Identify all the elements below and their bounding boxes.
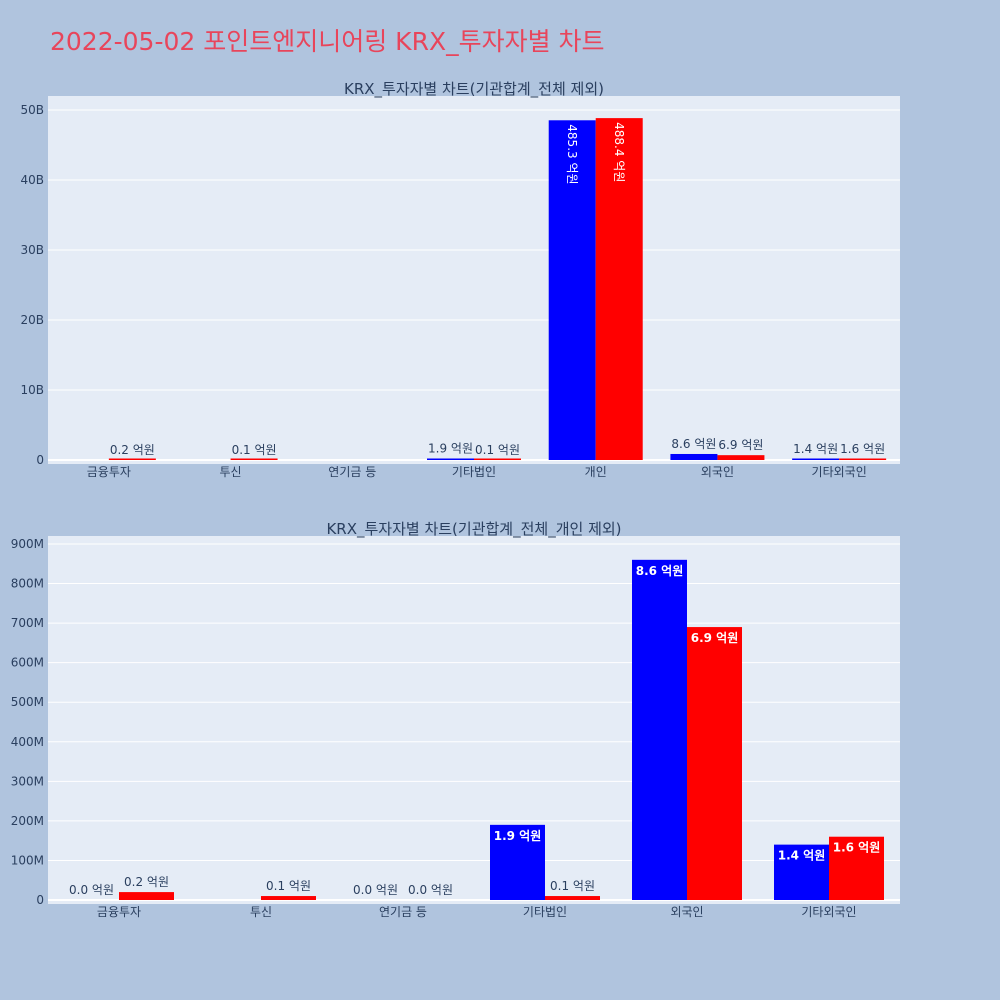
data-label: 0.1 억원 — [550, 879, 595, 893]
y-tick-label: 300M — [11, 774, 44, 788]
data-label: 0.0 억원 — [408, 883, 453, 897]
bar — [474, 458, 521, 460]
data-label: 6.9 억원 — [691, 631, 739, 645]
y-tick-label: 0 — [36, 893, 44, 907]
data-label: 0.1 억원 — [232, 443, 277, 457]
chart-1: KRX_투자자별 차트(기관합계_전체 제외) 0 10B 20B 30B 40B 50B 금… — [20, 80, 900, 479]
x-tick-label: 기타법인 — [452, 465, 496, 479]
y-tick-label: 20B — [20, 313, 44, 327]
x-tick-label: 기타법인 — [523, 905, 567, 919]
chart-2: KRX_투자자별 차트(기관합계_전체_개인 제외) 0 100M 200M 300M 4… — [11, 520, 900, 919]
y-tick-label: 100M — [11, 853, 44, 867]
y-tick-label: 600M — [11, 656, 44, 670]
bar — [545, 896, 600, 900]
x-tick-label: 금융투자 — [97, 905, 141, 919]
y-tick-label: 40B — [20, 173, 44, 187]
y-tick-label: 800M — [11, 577, 44, 591]
x-tick-label: 투신 — [220, 465, 242, 479]
data-label: 485.3 억원 — [565, 124, 579, 184]
bar — [792, 458, 840, 460]
bar — [829, 836, 884, 900]
plot-area — [48, 96, 900, 464]
plot-area — [48, 536, 900, 904]
y-tick-label: 0 — [36, 453, 44, 467]
bar — [230, 458, 278, 460]
data-label: 1.4 억원 — [793, 442, 838, 456]
y-tick-label: 900M — [11, 537, 44, 551]
data-label: 1.6 억원 — [833, 841, 881, 855]
x-tick-label: 연기금 등 — [328, 465, 376, 479]
data-label: 1.6 억원 — [840, 442, 885, 456]
bar — [490, 824, 545, 900]
y-tick-label: 200M — [11, 814, 44, 828]
y-tick-label: 700M — [11, 616, 44, 630]
bar — [670, 453, 718, 460]
data-label: 0.1 억원 — [266, 879, 311, 893]
data-label: 8.6 억원 — [671, 437, 716, 451]
bar — [119, 892, 174, 900]
x-tick-label: 투신 — [250, 905, 272, 919]
bar — [839, 458, 887, 460]
data-label: 0.2 억원 — [110, 443, 155, 457]
y-tick-label: 30B — [20, 243, 44, 257]
x-tick-label: 개인 — [585, 465, 607, 479]
bar — [595, 118, 643, 461]
data-label: 6.9 억원 — [718, 438, 763, 452]
bar — [687, 627, 742, 900]
x-tick-label: 기타외국인 — [801, 905, 856, 919]
bar — [261, 896, 316, 900]
bar — [548, 120, 596, 460]
y-tick-label: 500M — [11, 695, 44, 709]
bar — [427, 458, 474, 460]
data-label: 0.0 억원 — [69, 883, 114, 897]
data-label: 1.9 억원 — [428, 442, 473, 456]
data-label: 0.1 억원 — [475, 443, 520, 457]
y-tick-label: 50B — [20, 103, 44, 117]
data-label: 1.9 억원 — [494, 829, 542, 843]
y-tick-label: 10B — [20, 383, 44, 397]
y-tick-label: 400M — [11, 735, 44, 749]
bar — [774, 844, 829, 900]
data-label: 0.0 억원 — [353, 883, 398, 897]
x-tick-label: 외국인 — [670, 905, 703, 919]
data-label: 1.4 억원 — [778, 849, 826, 863]
data-label: 8.6 억원 — [636, 564, 684, 578]
data-label: 0.2 억원 — [124, 875, 169, 889]
bar — [108, 458, 156, 460]
x-tick-label: 연기금 등 — [379, 905, 427, 919]
x-tick-label: 금융투자 — [87, 465, 131, 479]
page-title: 2022-05-02 포인트엔지니어링 KRX_투자자별 차트 — [50, 27, 605, 56]
bar — [632, 559, 687, 900]
x-tick-label: 기타외국인 — [812, 465, 867, 479]
x-tick-label: 외국인 — [701, 465, 734, 479]
chart-title: KRX_투자자별 차트(기관합계_전체 제외) — [344, 80, 604, 99]
data-label: 488.4 억원 — [612, 122, 626, 182]
bar — [717, 455, 765, 460]
chart-title: KRX_투자자별 차트(기관합계_전체_개인 제외) — [326, 520, 621, 539]
